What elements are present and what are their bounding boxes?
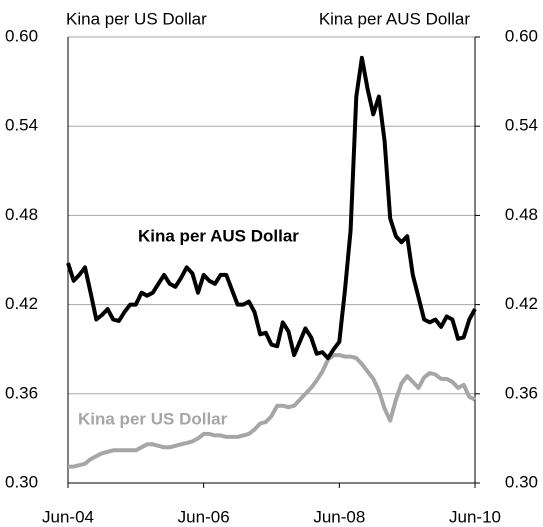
- legend-label: Kina per AUS Dollar: [138, 226, 299, 245]
- y2-axis-label: Kina per AUS Dollar: [319, 9, 471, 28]
- y-tick-label: 0.48: [5, 205, 38, 224]
- y-tick-label: 0.60: [5, 26, 38, 45]
- y2-tick-label: 0.60: [505, 26, 538, 45]
- x-tick-label: Jun-10: [449, 507, 501, 526]
- x-tick-label: Jun-04: [42, 507, 94, 526]
- y-tick-label: 0.54: [5, 116, 38, 135]
- legend-label: Kina per US Dollar: [78, 409, 228, 428]
- y2-tick-label: 0.36: [505, 383, 538, 402]
- y-axis-label: Kina per US Dollar: [66, 9, 207, 28]
- y2-tick-label: 0.42: [505, 294, 538, 313]
- y2-tick-label: 0.30: [505, 472, 538, 491]
- x-tick-label: Jun-06: [178, 507, 230, 526]
- y2-tick-label: 0.48: [505, 205, 538, 224]
- y-tick-label: 0.36: [5, 383, 38, 402]
- y-tick-label: 0.42: [5, 294, 38, 313]
- y2-tick-label: 0.54: [505, 116, 538, 135]
- series-line: [68, 353, 476, 469]
- x-tick-label: Jun-08: [313, 507, 365, 526]
- y-tick-label: 0.30: [5, 472, 38, 491]
- series-line: [66, 55, 477, 361]
